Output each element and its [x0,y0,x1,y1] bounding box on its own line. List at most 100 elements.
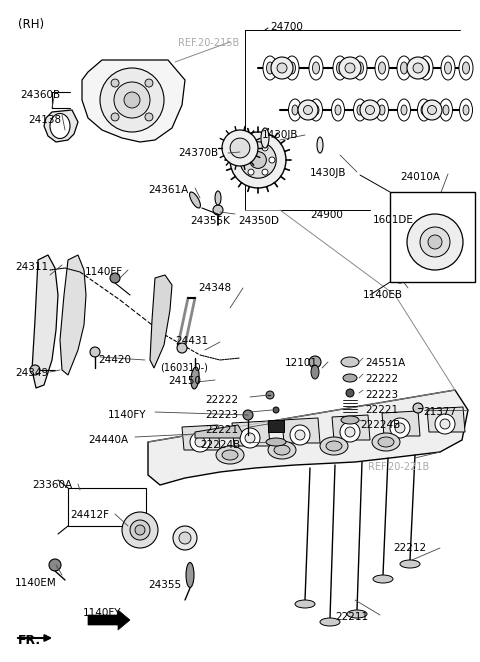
Text: 22211: 22211 [335,612,368,622]
Text: 21377: 21377 [423,407,456,417]
Circle shape [179,532,191,544]
Text: 22222: 22222 [365,374,398,384]
Ellipse shape [268,441,296,459]
Text: 23360A: 23360A [32,480,72,490]
Circle shape [262,169,268,175]
Text: 1140FY: 1140FY [108,410,146,420]
Text: 1430JB: 1430JB [310,168,347,178]
Ellipse shape [400,62,408,74]
Circle shape [440,419,450,429]
Ellipse shape [444,62,452,74]
Circle shape [230,138,250,158]
Circle shape [130,520,150,540]
Bar [390,192,475,282]
Ellipse shape [373,575,393,583]
Text: 12101: 12101 [285,358,318,368]
Text: 22224B: 22224B [360,420,400,430]
Polygon shape [88,610,130,630]
Circle shape [145,79,153,87]
Circle shape [346,389,354,397]
Ellipse shape [317,137,323,153]
Ellipse shape [266,62,274,74]
Circle shape [435,414,455,434]
Circle shape [339,57,361,79]
Circle shape [135,525,145,535]
Circle shape [213,205,223,215]
Text: 24355: 24355 [148,580,181,590]
Ellipse shape [190,192,201,208]
Circle shape [195,437,205,447]
Circle shape [295,430,305,440]
Ellipse shape [343,374,357,382]
Ellipse shape [295,600,315,608]
Ellipse shape [50,113,70,138]
Text: 24440A: 24440A [88,435,128,445]
Circle shape [122,512,158,548]
Ellipse shape [421,105,427,115]
Ellipse shape [326,441,342,451]
Text: REF.20-215B: REF.20-215B [178,38,239,48]
Circle shape [340,422,360,442]
Polygon shape [44,110,78,142]
Circle shape [345,63,355,73]
Ellipse shape [261,128,269,148]
Circle shape [298,100,318,120]
Circle shape [243,410,253,420]
Polygon shape [282,418,320,443]
Text: 24700: 24700 [270,22,303,32]
Circle shape [345,427,355,437]
Polygon shape [382,411,420,436]
Ellipse shape [341,357,359,367]
Ellipse shape [266,438,286,446]
Circle shape [111,113,119,121]
Circle shape [407,57,429,79]
Circle shape [100,68,164,132]
Ellipse shape [357,62,363,74]
Circle shape [190,432,210,452]
Text: 24311: 24311 [15,262,48,272]
Circle shape [303,105,312,115]
Ellipse shape [341,416,359,424]
Ellipse shape [263,56,277,80]
Ellipse shape [378,437,394,447]
Text: 24361A: 24361A [148,185,188,195]
Text: 22221: 22221 [365,405,398,415]
Circle shape [360,100,380,120]
Polygon shape [195,425,242,438]
Text: 24412F: 24412F [70,510,109,520]
Text: 24350D: 24350D [238,216,279,226]
Text: 24348: 24348 [198,283,231,293]
Circle shape [365,105,374,115]
Polygon shape [148,390,468,485]
Text: 22223: 22223 [205,410,238,420]
Text: FR.: FR. [18,634,41,647]
Ellipse shape [311,365,319,379]
Ellipse shape [357,105,363,115]
Circle shape [277,63,287,73]
Text: 22224B: 22224B [200,440,240,450]
Ellipse shape [401,105,407,115]
Text: (160310-): (160310-) [160,362,208,372]
Text: 24370B: 24370B [178,148,218,158]
Ellipse shape [222,450,238,460]
Circle shape [241,157,247,163]
Text: 24138: 24138 [28,115,61,125]
Circle shape [177,343,187,353]
Text: 1140EM: 1140EM [15,578,57,588]
Text: 24360B: 24360B [20,90,60,100]
Ellipse shape [347,610,367,618]
Ellipse shape [463,105,469,115]
Circle shape [271,57,293,79]
Circle shape [269,157,275,163]
Circle shape [248,145,254,151]
Text: 24431: 24431 [175,336,208,346]
Ellipse shape [320,437,348,455]
Circle shape [110,273,120,283]
Ellipse shape [309,56,323,80]
Ellipse shape [191,367,199,389]
Ellipse shape [313,105,319,115]
Text: (RH): (RH) [18,18,44,31]
Circle shape [245,433,255,443]
Circle shape [407,214,463,270]
Ellipse shape [292,105,298,115]
